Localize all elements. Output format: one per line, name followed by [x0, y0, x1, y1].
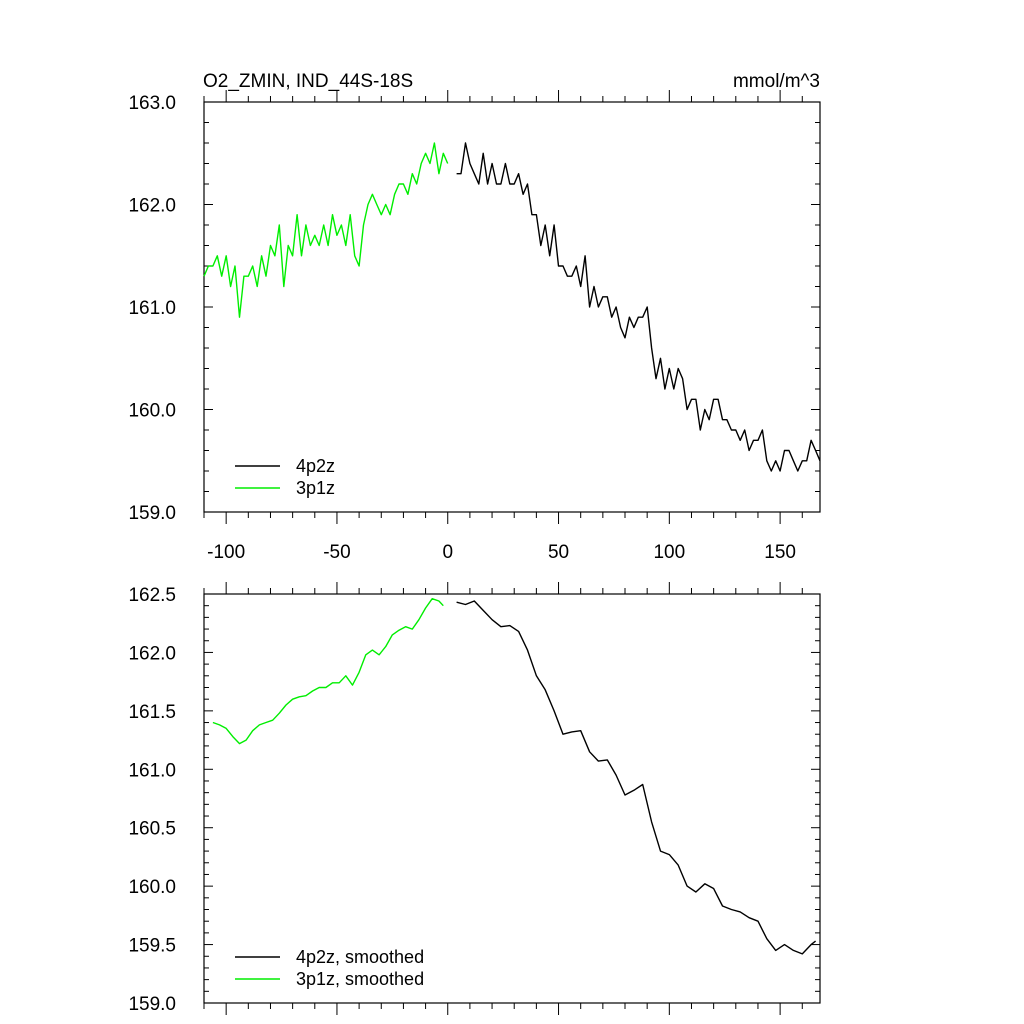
- legend-label: 4p2z: [296, 456, 335, 476]
- bottom-panel: 159.0 159.5 160.0 160.5 161.0 161.5 162.0 162.5…: [128, 582, 821, 1015]
- x-tick-label: -50: [323, 542, 350, 563]
- legend-label: 3p1z, smoothed: [296, 969, 424, 989]
- y-tick-label: 161.5: [128, 702, 176, 723]
- y-tick-label: 160.5: [128, 819, 176, 840]
- y-tick-label: 163.0: [128, 93, 176, 114]
- x-tick-label: 100: [653, 542, 685, 563]
- y-tick-label: 159.0: [128, 503, 176, 524]
- y-tick-label: 159.0: [128, 994, 176, 1015]
- x-tick-label: 50: [548, 542, 569, 563]
- series-line-3p1z: [212, 598, 444, 745]
- y-tick-label: 162.0: [128, 196, 176, 217]
- x-tick-label: -100: [207, 542, 245, 563]
- legend-label: 4p2z, smoothed: [296, 947, 424, 967]
- chart-units-label: mmol/m^3: [733, 71, 820, 92]
- y-tick-label: 160.0: [128, 877, 176, 898]
- y-tick-label: 159.5: [128, 936, 176, 957]
- series-line-4p2z: [456, 600, 817, 955]
- y-tick-label: 162.0: [128, 643, 176, 664]
- x-tick-label: 150: [764, 542, 796, 563]
- y-tick-label: 161.0: [128, 760, 176, 781]
- legend-label: 3p1z: [296, 478, 335, 498]
- series-line-4p2z: [456, 142, 821, 472]
- chart-title-left: O2_ZMIN, IND_44S-18S: [203, 71, 413, 92]
- y-tick-label: 160.0: [128, 401, 176, 422]
- plot-frame: [203, 593, 821, 1004]
- series-line-3p1z: [203, 142, 449, 318]
- y-tick-label: 161.0: [128, 298, 176, 319]
- x-tick-label: 0: [442, 542, 453, 563]
- top-panel: 159.0 160.0 161.0 162.0 163.0 -100 -50 0 50 100 15…: [128, 90, 821, 563]
- y-tick-label: 162.5: [128, 585, 176, 606]
- plot-frame: [203, 101, 821, 513]
